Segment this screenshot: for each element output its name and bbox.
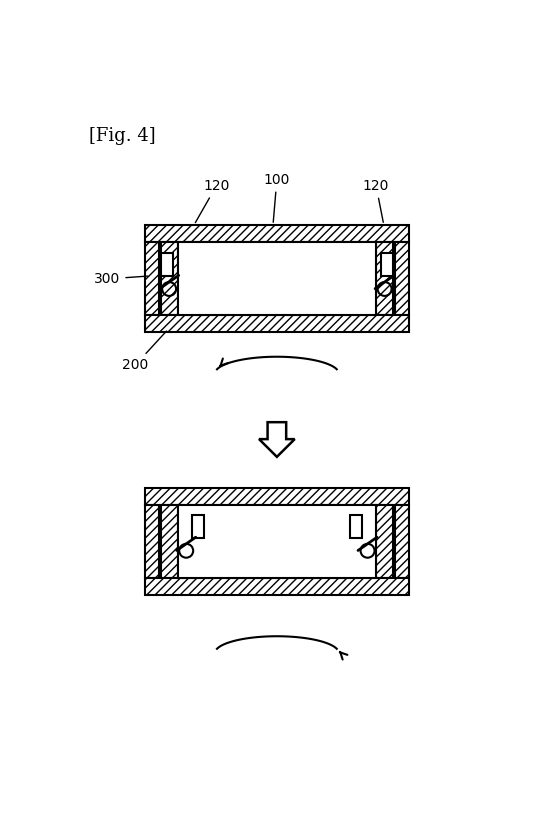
- Bar: [177, 505, 376, 578]
- Bar: [192, 515, 204, 538]
- Bar: [145, 487, 408, 505]
- Bar: [161, 242, 177, 315]
- Text: 300: 300: [94, 272, 148, 286]
- Bar: [161, 505, 177, 578]
- Bar: [381, 252, 393, 276]
- Text: [Fig. 4]: [Fig. 4]: [89, 127, 156, 145]
- Bar: [376, 505, 393, 578]
- Bar: [177, 242, 376, 315]
- Bar: [145, 315, 408, 332]
- Text: 120: 120: [363, 179, 390, 222]
- Text: 200: 200: [122, 331, 167, 372]
- Bar: [161, 252, 173, 276]
- Bar: [145, 242, 159, 315]
- Bar: [145, 578, 408, 594]
- Text: 100: 100: [263, 172, 290, 222]
- Bar: [349, 515, 362, 538]
- Polygon shape: [259, 422, 295, 456]
- Bar: [145, 505, 159, 578]
- Text: 120: 120: [195, 179, 229, 222]
- Bar: [145, 225, 408, 242]
- Bar: [395, 242, 408, 315]
- Bar: [376, 242, 393, 315]
- Bar: [395, 505, 408, 578]
